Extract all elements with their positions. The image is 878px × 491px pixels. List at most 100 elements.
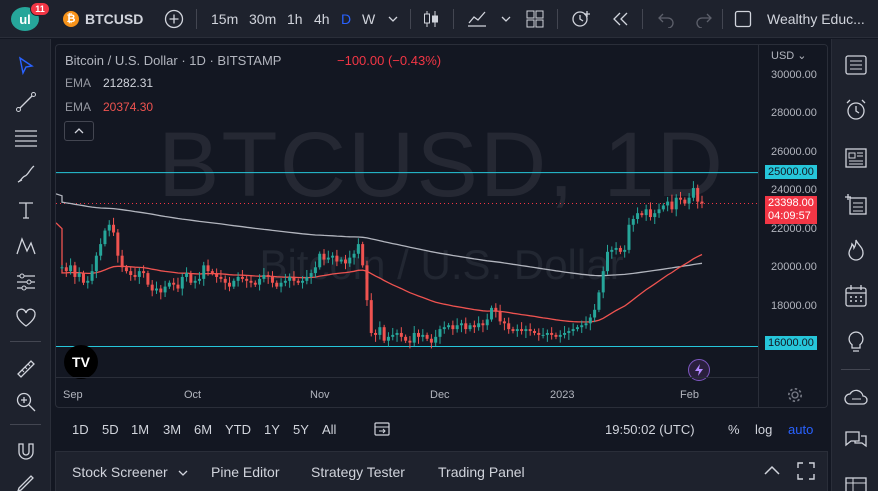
- user-logo[interactable]: ul 11: [11, 2, 50, 31]
- cursor-tool[interactable]: [14, 54, 38, 78]
- candle-body: [296, 280, 300, 283]
- range-5d[interactable]: 5D: [102, 421, 119, 437]
- messages-button[interactable]: [843, 428, 869, 454]
- candle-body: [262, 275, 266, 279]
- calendar-icon: [845, 285, 867, 307]
- alert-button[interactable]: [570, 0, 592, 38]
- object-tree-button[interactable]: [843, 191, 869, 217]
- tab-trading-panel[interactable]: Trading Panel: [438, 464, 525, 480]
- chart-settings-button[interactable]: [787, 387, 803, 407]
- redo-button[interactable]: [695, 0, 713, 38]
- hotlists-button[interactable]: [843, 237, 869, 263]
- candle-body: [326, 257, 330, 260]
- interval-label: 30m: [249, 11, 277, 27]
- magnet-icon: [18, 443, 34, 460]
- tab-stock-screener[interactable]: Stock Screener: [72, 464, 168, 480]
- undo-button[interactable]: [657, 0, 675, 38]
- candle-body: [532, 331, 536, 333]
- flash-icon[interactable]: [688, 359, 710, 381]
- brush-tool[interactable]: [14, 162, 38, 186]
- range-6m[interactable]: 6M: [194, 421, 213, 437]
- tab-pine-editor[interactable]: Pine Editor: [211, 464, 279, 480]
- utc-clock[interactable]: 19:50:02 (UTC): [605, 421, 695, 437]
- time-axis[interactable]: Sep Oct Nov Dec 2023 Feb: [56, 377, 758, 407]
- replay-button[interactable]: [610, 0, 630, 38]
- candle-body: [120, 255, 124, 268]
- range-1y[interactable]: 1Y: [264, 421, 280, 437]
- zoom-tool[interactable]: [14, 390, 38, 414]
- measure-tool[interactable]: [14, 357, 38, 381]
- cloud-chat-icon: [844, 389, 868, 405]
- candle-body: [511, 329, 515, 332]
- range-5y[interactable]: 5Y: [293, 421, 309, 437]
- ideas-button[interactable]: [843, 329, 869, 355]
- tradingview-logo[interactable]: TV: [64, 345, 98, 379]
- candle-body: [331, 255, 335, 258]
- auto-toggle[interactable]: auto: [788, 421, 814, 437]
- layout-button[interactable]: [525, 0, 545, 38]
- interval-4h[interactable]: 4h: [314, 0, 330, 38]
- range-ytd[interactable]: YTD: [225, 421, 251, 437]
- candle-body: [644, 209, 648, 216]
- add-symbol-button[interactable]: [164, 0, 184, 38]
- favorites-tool[interactable]: [14, 306, 38, 330]
- log-toggle[interactable]: log: [755, 421, 773, 437]
- chats-button[interactable]: [843, 385, 869, 411]
- indicators-dropdown[interactable]: [500, 0, 512, 38]
- chart-pane[interactable]: BTCUSD, 1D Bitcoin / U.S. Dollar Bitcoin…: [55, 44, 828, 408]
- price-plot[interactable]: [56, 45, 758, 377]
- currency-selector[interactable]: USD ⌄: [771, 50, 807, 62]
- candle-body: [176, 284, 180, 289]
- range-all[interactable]: All: [322, 421, 337, 437]
- candle-body: [202, 265, 206, 279]
- chevron-up-icon: [74, 128, 84, 134]
- symbol-search-button[interactable]: ₿ BTCUSD: [63, 0, 143, 38]
- interval-1h[interactable]: 1h: [287, 0, 303, 38]
- interval-w[interactable]: W: [362, 0, 375, 38]
- candle-body: [679, 197, 683, 200]
- magnet-tool[interactable]: [14, 439, 38, 463]
- go-to-date-button[interactable]: [373, 420, 391, 441]
- price-label: 18000.00: [771, 300, 817, 312]
- text-tool[interactable]: [14, 198, 38, 222]
- currency-label: USD: [771, 50, 795, 62]
- candle-body: [597, 292, 601, 310]
- range-3m[interactable]: 3M: [163, 421, 182, 437]
- calendar-button[interactable]: [843, 283, 869, 309]
- range-1d[interactable]: 1D: [72, 421, 89, 437]
- layout-name-checkbox[interactable]: [734, 0, 752, 38]
- watchlist-icon: [845, 55, 867, 75]
- candle-body: [112, 224, 116, 233]
- range-1m[interactable]: 1M: [131, 421, 150, 437]
- legend-collapse-button[interactable]: [64, 121, 94, 141]
- watchlist-button[interactable]: [843, 52, 869, 78]
- ema-fast-legend[interactable]: EMA 21282.31: [65, 76, 153, 90]
- interval-30m[interactable]: 30m: [249, 0, 276, 38]
- interval-15m[interactable]: 15m: [211, 0, 238, 38]
- indicators-button[interactable]: [466, 0, 488, 38]
- alerts-button[interactable]: [843, 97, 869, 123]
- candle-body: [365, 265, 369, 301]
- price-axis[interactable]: USD ⌄ 30000.00 28000.00 26000.00 24000.0…: [758, 45, 827, 407]
- candle-body: [167, 282, 171, 287]
- prediction-tool[interactable]: [14, 270, 38, 294]
- interval-dropdown[interactable]: [387, 0, 399, 38]
- stock-screener-dropdown[interactable]: [177, 466, 189, 482]
- ema-slow-legend[interactable]: EMA 20374.30: [65, 100, 153, 114]
- interval-d[interactable]: D: [341, 0, 351, 38]
- candle-body: [343, 259, 347, 264]
- percent-toggle[interactable]: %: [728, 421, 740, 437]
- collapse-panel-button[interactable]: [763, 464, 781, 481]
- lock-tool[interactable]: [14, 471, 38, 491]
- more-widgets-button[interactable]: [843, 471, 869, 491]
- chart-type-button[interactable]: [421, 0, 441, 38]
- layout-name[interactable]: Wealthy Educ...: [767, 0, 865, 38]
- trendline-tool[interactable]: [14, 90, 38, 114]
- tab-strategy-tester[interactable]: Strategy Tester: [311, 464, 405, 480]
- news-button[interactable]: [843, 145, 869, 171]
- fib-tool[interactable]: [14, 126, 38, 150]
- candle-body: [601, 271, 605, 293]
- pattern-tool[interactable]: [14, 234, 38, 258]
- maximize-panel-button[interactable]: [797, 462, 815, 483]
